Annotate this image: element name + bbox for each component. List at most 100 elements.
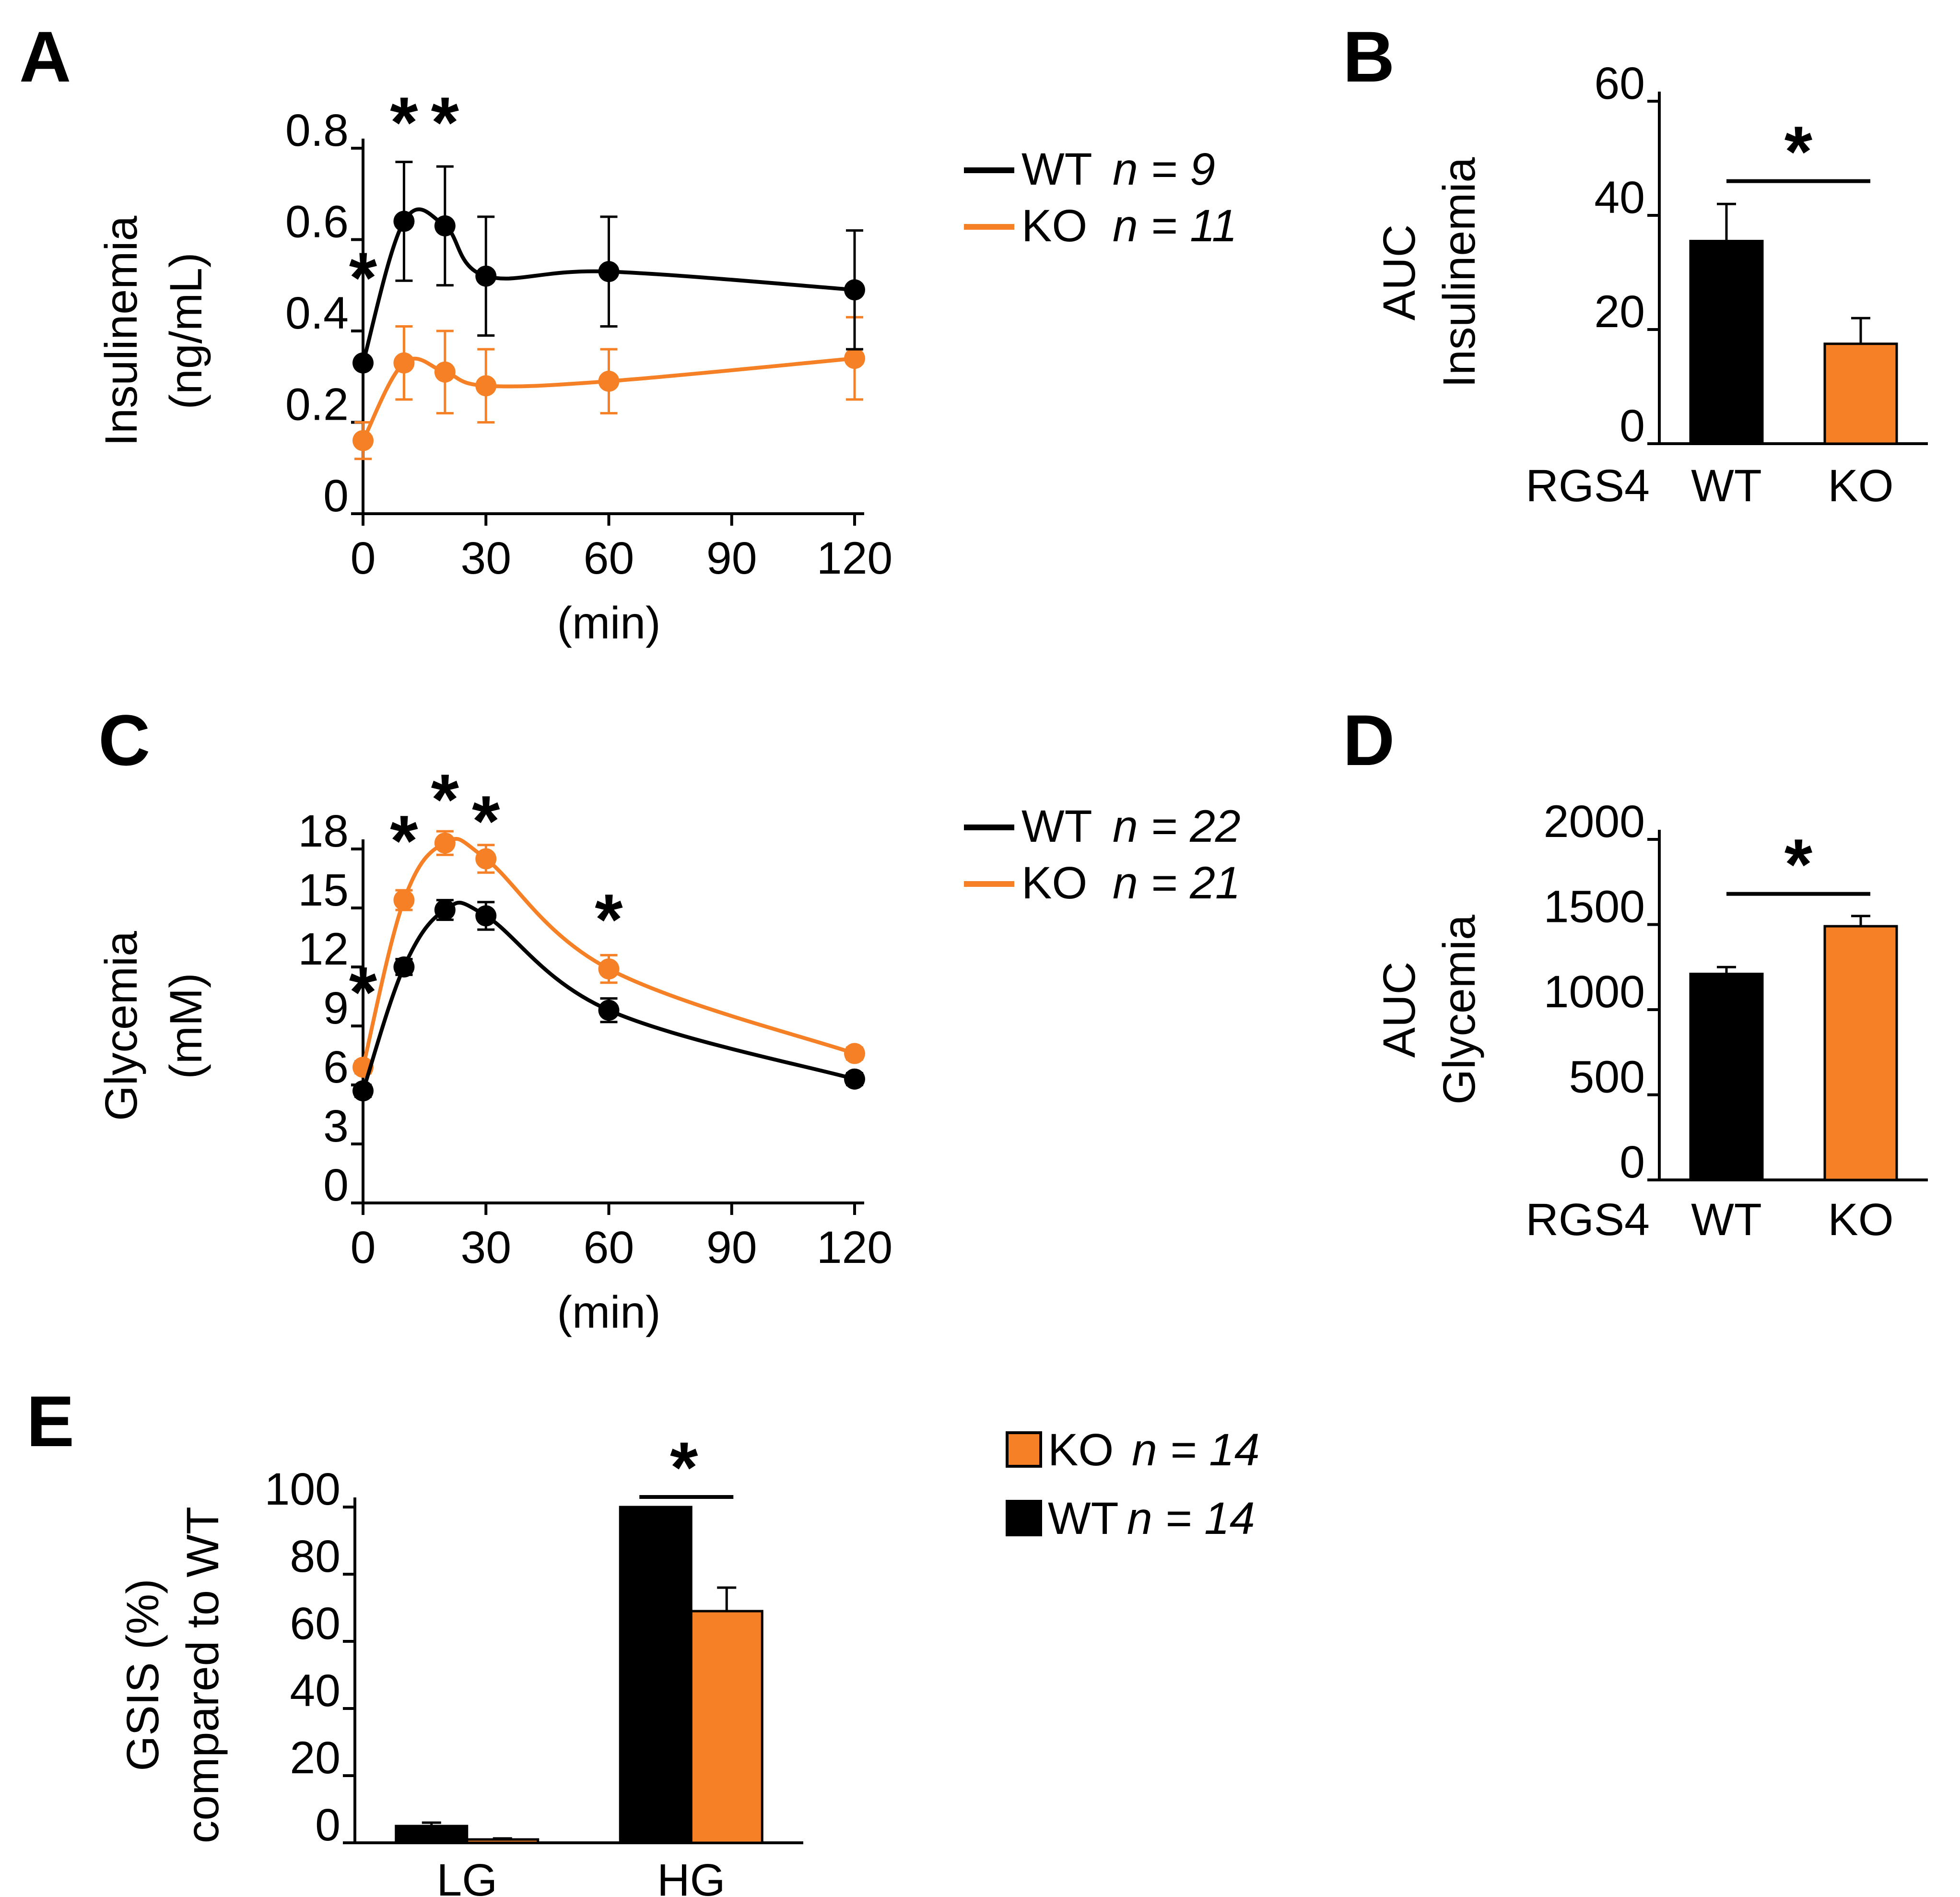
y-axis-title: Glycemia [96,931,147,1121]
series-KO [352,830,865,1078]
legend-n: n = 11 [1113,200,1237,251]
y-axis-title: (ng/mL) [161,252,211,409]
x-tick-label: 60 [584,533,634,584]
y-tick-label: 0 [315,1800,340,1850]
bar [619,1506,692,1844]
data-point [393,889,415,911]
x-tick-label: 60 [584,1222,634,1273]
chart-A: A 0 0.2 0.4 0.6 0.8 0 30 60 90 120 (min) Insulinemia… [19,16,1237,648]
significance-star: * [472,781,500,861]
data-point [598,1000,620,1021]
y-tick-label: 0 [1620,401,1645,451]
significance-star: * [349,237,377,318]
x-tick-label: 120 [817,533,893,584]
legend-n: n = 22 [1113,801,1241,852]
data-point [434,899,456,921]
significance-star: * [670,1427,698,1508]
y-tick-label: 0 [1620,1137,1645,1188]
legend-label: WT [1021,801,1092,852]
x-tick-label: 0 [351,533,376,584]
y-tick-label: 100 [264,1464,340,1515]
significance-star: * [1784,111,1813,192]
y-tick-label: 0.2 [285,379,349,430]
legend-label: KO [1048,1425,1114,1475]
legend-n: n = 21 [1113,858,1241,908]
y-axis-title: Insulinemia [96,216,147,447]
panel-label: D [1343,700,1395,780]
y-tick-label: 2000 [1544,796,1645,847]
y-tick-label: 0.4 [285,288,349,339]
data-point [844,1068,865,1090]
bar [690,1610,763,1844]
series-KO [352,316,865,460]
data-point [434,361,456,383]
x-tick-label: KO [1828,1194,1893,1245]
x-axis-title: (min) [557,598,660,648]
y-tick-label: 500 [1569,1052,1645,1103]
significance-star: * [595,879,623,960]
y-tick-label: 15 [298,865,349,916]
data-point [844,348,865,369]
y-axis-title: AUC [1374,962,1425,1058]
y-tick-label: 1000 [1544,966,1645,1017]
series-WT [352,161,865,374]
data-point [352,1080,374,1102]
bar [395,1825,469,1844]
legend-swatch [1006,1500,1042,1536]
y-tick-label: 3 [323,1101,349,1152]
data-point [475,375,497,397]
x-tick-label: 90 [706,1222,757,1273]
data-point [352,430,374,451]
chart-D: D 0 500 1000 1500 2000 AUC Glycemia WT KO RGS4 * [1343,700,1928,1245]
significance-star: * [390,801,418,881]
panel-label: C [98,700,150,780]
y-axis-title: (mM) [161,973,211,1079]
significance-star: * [1784,824,1813,905]
y-axis-title: Glycemia [1434,915,1485,1105]
y-tick-label: 1500 [1544,882,1645,932]
y-tick-label: 60 [290,1598,340,1649]
x-tick-label: KO [1828,460,1893,511]
legend-label: WT [1021,144,1092,195]
x-tick-label: 90 [706,533,757,584]
data-point [434,215,456,236]
y-tick-label: 40 [1594,172,1645,223]
y-axis-title: AUC [1374,224,1425,321]
data-point [598,370,620,392]
data-point [475,265,497,287]
y-tick-label: 60 [1594,58,1645,109]
bar [1689,972,1764,1181]
data-point [844,1043,865,1064]
y-tick-label: 12 [298,924,349,975]
legend-n: n = 14 [1132,1425,1260,1475]
y-tick-label: 20 [1594,286,1645,337]
y-tick-label: 0.6 [285,197,349,247]
data-point [475,905,497,927]
y-axis-title: compared to WT [177,1507,228,1843]
data-point [352,352,374,374]
y-axis-title: GSIS (%) [117,1579,168,1771]
chart-E: E 0 20 40 60 80 100 GSIS (%) compared to WT LG HG *… [26,1381,1260,1897]
legend: WT n = 22 KO n = 21 [964,801,1241,908]
significance-star: * [431,82,459,163]
x-tick-label: 120 [817,1222,893,1273]
significance-star: * [431,759,459,839]
data-point [393,956,415,978]
row-label: RGS4 [1526,1194,1650,1245]
legend: WT n = 9 KO n = 11 [964,144,1237,251]
data-point [598,261,620,283]
x-tick-label: LG [436,1855,497,1897]
y-axis-title: Insulinemia [1434,157,1485,388]
legend-n: n = 9 [1113,144,1215,195]
bar [466,1838,540,1844]
data-point [434,832,456,854]
y-tick-label: 6 [323,1042,349,1093]
data-point [393,211,415,232]
x-tick-label: 30 [460,533,511,584]
panel-label: E [26,1381,74,1461]
y-tick-label: 0.8 [285,105,349,156]
bar [1689,240,1764,445]
